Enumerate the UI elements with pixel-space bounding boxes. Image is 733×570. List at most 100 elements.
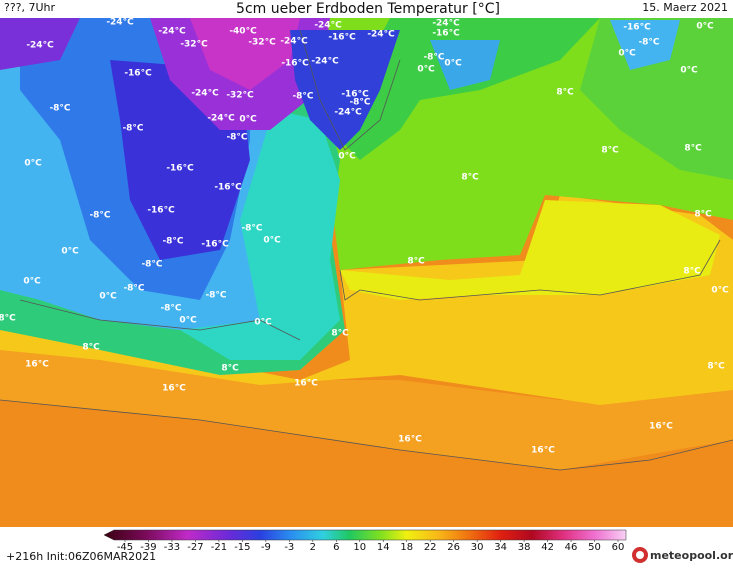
colorbar-tick-label: 14 [377, 542, 390, 553]
contour-label: -24°C [280, 37, 308, 47]
contour-label: -8°C [349, 98, 370, 108]
temperature-field [0, 18, 733, 527]
logo-text: meteopool.org [650, 549, 733, 562]
contour-label: -8°C [160, 304, 181, 314]
contour-label: -24°C [311, 57, 339, 67]
contour-label: -16°C [166, 164, 194, 174]
contour-label: -40°C [229, 27, 257, 37]
contour-label: -8°C [123, 284, 144, 294]
contour-label: -16°C [623, 23, 651, 33]
contour-label: -32°C [226, 91, 254, 101]
contour-label: -16°C [214, 183, 242, 193]
contour-label: 8°C [461, 173, 479, 183]
colorbar-tick-label: -3 [284, 542, 294, 553]
contour-label: -24°C [432, 19, 460, 29]
contour-label: 8°C [556, 88, 574, 98]
contour-label: 8°C [694, 210, 712, 220]
run-time: ???, 7Uhr [4, 1, 56, 14]
colorbar-tick-label: 34 [494, 542, 507, 553]
contour-label: 0°C [338, 152, 356, 162]
contour-labels: -24°C-24°C-24°C-32°C-40°C-32°C -24°C -16°C… [0, 18, 729, 456]
colorbar-tick-label: 42 [541, 542, 554, 553]
contour-label: -24°C [367, 30, 395, 40]
colorbar-tick-label: 38 [518, 542, 531, 553]
colorbar-tick-label: 26 [447, 542, 460, 553]
contour-label: -24°C [191, 89, 219, 99]
colorbar [103, 529, 627, 541]
colorbar-tick-label: 18 [400, 542, 413, 553]
contour-label: 16°C [162, 384, 186, 394]
colorbar-tick-label: -39 [140, 542, 156, 553]
contour-label: -8°C [638, 38, 659, 48]
colorbar-tick-label: -45 [117, 542, 133, 553]
contour-label: 8°C [683, 267, 701, 277]
contour-label: 0°C [618, 49, 636, 59]
contour-label: 0°C [99, 292, 117, 302]
contour-label: -8°C [89, 211, 110, 221]
colorbar-tick-label: -21 [211, 542, 227, 553]
contour-label: -24°C [106, 18, 134, 28]
contour-label: -24°C [207, 114, 235, 124]
contour-label: -8°C [49, 104, 70, 114]
contour-label: 16°C [531, 446, 555, 456]
contour-label: 16°C [294, 379, 318, 389]
contour-label: -16°C [147, 206, 175, 216]
contour-label: 8°C [601, 146, 619, 156]
colorbar-tick-label: -27 [187, 542, 203, 553]
colorbar-tick-label: 50 [588, 542, 601, 553]
contour-label: 8°C [221, 364, 239, 374]
contour-label: 0°C [696, 22, 714, 32]
contour-label: -16°C [341, 90, 369, 100]
contour-label: -24°C [26, 41, 54, 51]
contour-label: 0°C [263, 236, 281, 246]
colorbar-tick-label: 22 [424, 542, 437, 553]
colorbar-tick-label: 60 [612, 542, 625, 553]
contour-label: 8°C [82, 343, 100, 353]
contour-label: -8°C [226, 133, 247, 143]
contour-label: -16°C [201, 240, 229, 250]
contour-label: -8°C [162, 237, 183, 247]
contour-label: -16°C [124, 69, 152, 79]
colorbar-tick-label: 6 [333, 542, 339, 553]
contour-label: -24°C [158, 27, 186, 37]
colorbar-tick-label: 10 [353, 542, 366, 553]
contour-label: 8°C [331, 329, 349, 339]
contour-label: -16°C [281, 59, 309, 69]
contour-label: 0°C [61, 247, 79, 257]
colorbar-tick-label: -15 [234, 542, 250, 553]
contour-label: -8°C [205, 291, 226, 301]
init-time: +216h Init:06Z06MAR2021 [6, 550, 156, 563]
contour-label: 16°C [398, 435, 422, 445]
contour-label: -8°C [141, 260, 162, 270]
colorbar-tick-label: 30 [471, 542, 484, 553]
contour-label: -8°C [122, 124, 143, 134]
contour-label: 0°C [239, 115, 257, 125]
contour-label: 0°C [179, 316, 197, 326]
colorbar-tick-label: -9 [261, 542, 271, 553]
contour-label: 8°C [407, 257, 425, 267]
contour-label: 0°C [24, 159, 42, 169]
contour-label: 0°C [680, 66, 698, 76]
colorbar-ticks: -45 -39 -33 -27 -21 -15 -9 -3 2 6 10 14 18 22 26 30 34 38… [117, 540, 625, 553]
contour-label: 0°C [444, 59, 462, 69]
contour-label: -8°C [241, 224, 262, 234]
contour-label: 0°C [417, 65, 435, 75]
valid-date: 15. Maerz 2021 [642, 1, 728, 14]
contour-label: 8°C [707, 362, 725, 372]
contour-label: -32°C [248, 38, 276, 48]
colorbar-tick-label: 46 [565, 542, 578, 553]
contour-label: 16°C [649, 422, 673, 432]
contour-label: -16°C [432, 29, 460, 39]
contour-label: -24°C [314, 21, 342, 31]
logo-icon-inner [636, 551, 644, 559]
contour-label: -32°C [180, 40, 208, 50]
map-title: 5cm ueber Erdboden Temperatur [°C] [236, 1, 500, 17]
contour-label: 16°C [25, 360, 49, 370]
contour-label: 8°C [684, 144, 702, 154]
logo: meteopool.org [632, 547, 733, 563]
contour-label: 0°C [711, 286, 729, 296]
contour-label: -8°C [292, 92, 313, 102]
contour-label: 0°C [23, 277, 41, 287]
contour-label: -24°C [334, 108, 362, 118]
